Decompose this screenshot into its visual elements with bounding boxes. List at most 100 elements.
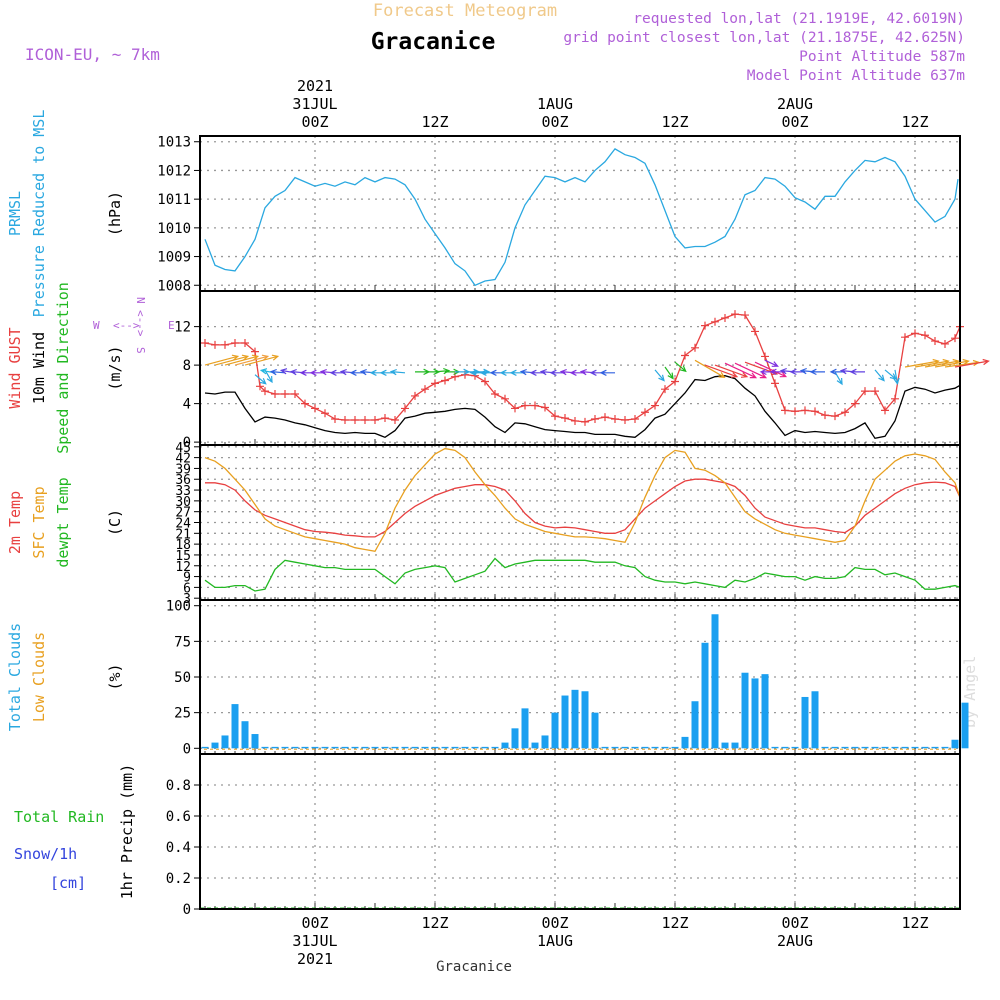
top-time-label: 12Z: [661, 113, 688, 131]
precip-ytick-label: 0: [183, 902, 191, 918]
pressure-ylabel: (hPa): [106, 191, 124, 236]
clouds-bar: [721, 742, 729, 749]
top-time-label: 00Z: [541, 113, 568, 131]
temperature-ytick-label: 3: [183, 592, 191, 607]
clouds-ylabel: Low Clouds: [30, 632, 48, 722]
clouds-bar: [791, 746, 799, 749]
clouds-bar: [951, 739, 959, 749]
wind-series-10m-wind: [204, 375, 961, 440]
clouds-bar: [571, 689, 579, 749]
wind-direction-arrow: [224, 354, 260, 366]
clouds-bar: [551, 712, 559, 749]
clouds-bar: [591, 712, 599, 749]
clouds-bar: [261, 746, 269, 749]
model-altitude: Model Point Altitude 637m: [747, 68, 966, 84]
wind-gust-marker: [281, 389, 289, 398]
wind-gust-marker: [231, 338, 239, 347]
wind-direction-arrow: [254, 374, 267, 385]
wind-direction-arrow: [809, 368, 825, 376]
wind-series-wind-gust: [204, 313, 961, 423]
clouds-bar: [451, 746, 459, 749]
clouds-bar: [381, 746, 389, 749]
wind-gust-marker: [911, 329, 919, 338]
wind-direction-arrow: [954, 358, 990, 368]
pressure-frame: [199, 135, 961, 292]
wind-gust-marker: [271, 389, 279, 398]
clouds-bar: [411, 746, 419, 749]
clouds-bar: [921, 746, 929, 749]
bottom-time-label: 12Z: [421, 914, 448, 932]
clouds-bar: [441, 746, 449, 749]
clouds-bar: [271, 746, 279, 749]
clouds-bar: [321, 746, 329, 749]
temperature-ylabel: dewpt Temp: [54, 477, 72, 567]
clouds-bar: [851, 746, 859, 749]
point-altitude: Point Altitude 587m: [799, 49, 965, 65]
wind-gust-marker: [921, 331, 929, 340]
wind-gust-marker: [701, 321, 709, 330]
forecast-subtitle: Forecast Meteogram: [373, 1, 557, 21]
wind-gust-marker: [211, 340, 219, 349]
clouds-panel: 0 25 50 75 100 Total Clouds Low Clouds (%): [6, 599, 969, 757]
clouds-bar: [661, 746, 669, 749]
top-time-label: 12Z: [421, 113, 448, 131]
pressure-series-prmsl: [204, 148, 959, 287]
clouds-bar: [691, 701, 699, 749]
clouds-ytick-label: 0: [183, 741, 191, 757]
bottom-time-label: 00Z: [301, 914, 328, 932]
clouds-bar: [761, 674, 769, 749]
requested-coords: requested lon,lat (21.1919E, 42.6019N): [633, 11, 965, 27]
wind-gust-marker: [711, 317, 719, 326]
temperature-series-2m-temp: [205, 478, 961, 538]
precip-ytick-label: 0.2: [166, 871, 191, 887]
wind-direction-arrow: [754, 361, 788, 378]
wind-ylabel: Wind GUST: [6, 327, 24, 408]
clouds-bar: [461, 746, 469, 749]
top-time-label: 2AUG: [777, 95, 813, 113]
compass-north: N: [134, 297, 147, 304]
wind-gust-marker: [256, 382, 264, 391]
clouds-bar: [671, 746, 679, 749]
clouds-bar: [651, 746, 659, 749]
wind-direction-arrow: [664, 366, 674, 380]
clouds-bar: [601, 746, 609, 749]
wind-gust-marker: [741, 311, 749, 320]
wind-gust-marker: [651, 401, 659, 410]
clouds-bar: [421, 746, 429, 749]
clouds-bar: [781, 746, 789, 749]
wind-gust-marker: [401, 404, 409, 413]
clouds-bar: [891, 746, 899, 749]
clouds-bar: [751, 678, 759, 749]
top-time-label: 2021: [297, 77, 333, 95]
clouds-bar: [401, 746, 409, 749]
clouds-bar: [631, 746, 639, 749]
clouds-ytick-label: 100: [166, 599, 191, 615]
clouds-bar: [741, 672, 749, 749]
wind-direction-arrow: [849, 368, 865, 376]
precip-frame: [199, 753, 961, 910]
wind-gust-marker: [811, 407, 819, 416]
wind-gust-marker: [611, 415, 619, 424]
compass-east: E: [168, 319, 175, 332]
temperature-ytick-label: 27: [175, 506, 191, 521]
clouds-bar: [711, 614, 719, 749]
precip-ytick-label: 0.4: [166, 840, 191, 856]
temperature-ytick-label: 21: [175, 527, 191, 542]
pressure-panel: 1008 1009 1010 1011 1012 1013 PRMSL Pressure Re…: [6, 110, 961, 317]
wind-direction-arrow: [934, 358, 970, 368]
wind-direction-arrow: [714, 364, 749, 378]
clouds-bar: [501, 742, 509, 749]
wind-gust-marker: [601, 413, 609, 422]
clouds-bar: [351, 746, 359, 749]
wind-gust-marker: [951, 334, 959, 343]
wind-gust-marker: [441, 376, 449, 385]
wind-gust-marker: [661, 385, 669, 394]
clouds-bar: [901, 746, 909, 749]
wind-gust-marker: [321, 409, 329, 418]
wind-gust-marker: [331, 415, 339, 424]
clouds-bar: [811, 691, 819, 749]
clouds-bar: [311, 746, 319, 749]
wind-direction-arrow: [269, 368, 286, 376]
